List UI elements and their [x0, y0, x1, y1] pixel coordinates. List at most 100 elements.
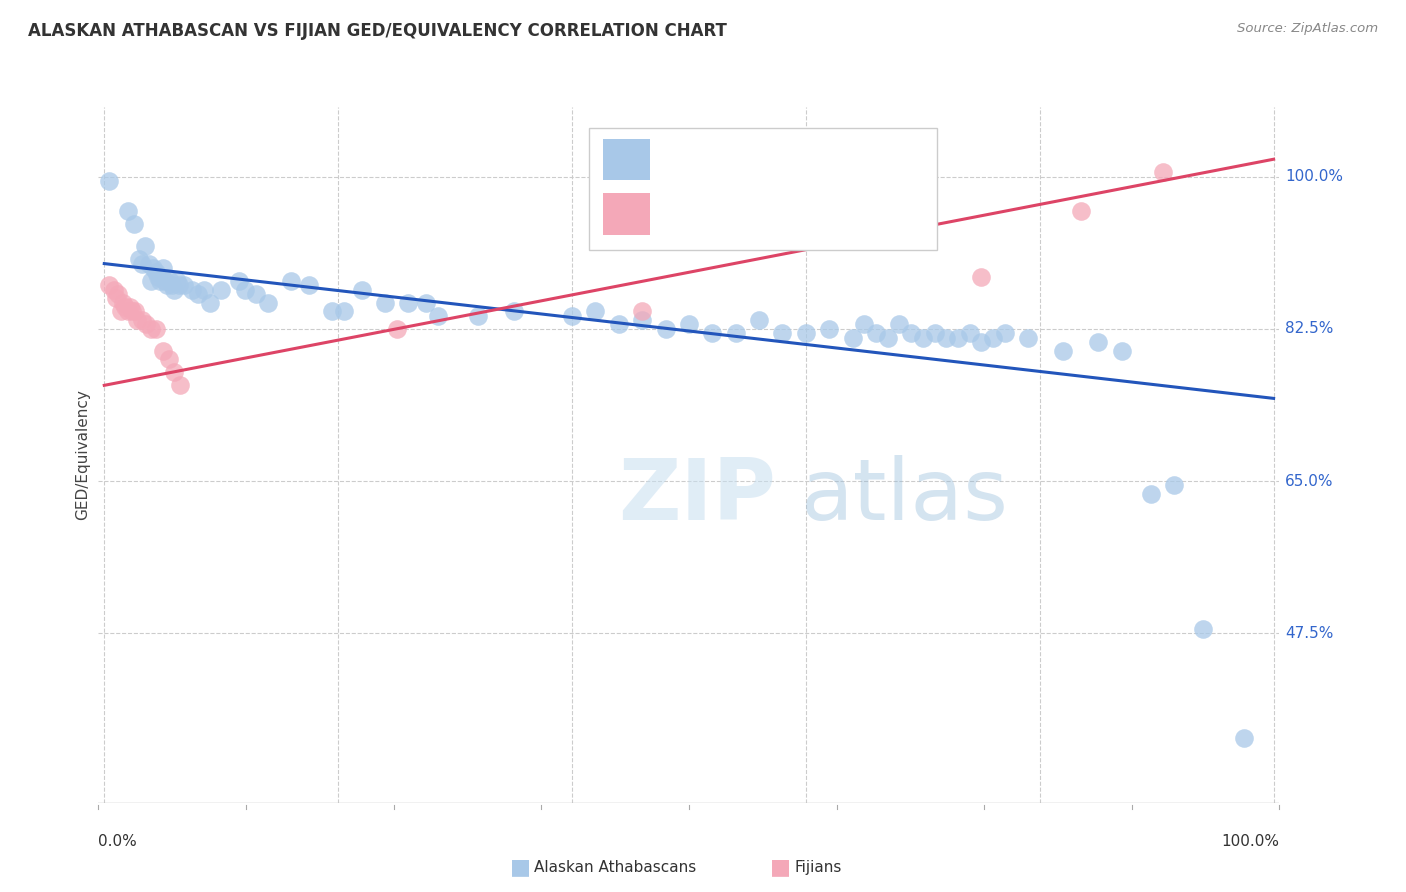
- Point: [104, 291, 127, 305]
- Point: [374, 295, 396, 310]
- Point: [772, 326, 794, 341]
- Point: [702, 326, 724, 341]
- Point: [146, 269, 169, 284]
- Text: ■: ■: [510, 857, 530, 877]
- Point: [502, 304, 524, 318]
- Point: [970, 334, 993, 349]
- Point: [426, 309, 449, 323]
- Point: [131, 313, 153, 327]
- Point: [233, 283, 256, 297]
- Text: 0.0%: 0.0%: [98, 834, 138, 849]
- Point: [117, 304, 139, 318]
- Point: [156, 278, 179, 293]
- Point: [935, 330, 957, 344]
- Point: [97, 174, 120, 188]
- Text: 100.0%: 100.0%: [1222, 834, 1279, 849]
- Point: [157, 352, 180, 367]
- Point: [333, 304, 356, 318]
- Point: [198, 295, 221, 310]
- Text: ALASKAN ATHABASCAN VS FIJIAN GED/EQUIVALENCY CORRELATION CHART: ALASKAN ATHABASCAN VS FIJIAN GED/EQUIVAL…: [28, 22, 727, 40]
- Point: [654, 322, 676, 336]
- Point: [467, 309, 489, 323]
- Point: [415, 295, 437, 310]
- Point: [1111, 343, 1133, 358]
- Point: [924, 326, 946, 341]
- Point: [142, 260, 165, 275]
- Point: [121, 304, 143, 318]
- Point: [678, 318, 700, 332]
- Point: [724, 326, 747, 341]
- Point: [900, 326, 922, 341]
- Text: 65.0%: 65.0%: [1285, 474, 1334, 489]
- Point: [107, 287, 129, 301]
- Point: [110, 304, 132, 318]
- Point: [122, 218, 145, 232]
- Point: [981, 330, 1004, 344]
- Point: [245, 287, 267, 301]
- Point: [139, 322, 162, 336]
- Point: [889, 318, 911, 332]
- Point: [167, 278, 190, 293]
- Text: R =: R =: [659, 205, 703, 223]
- Point: [228, 274, 250, 288]
- Point: [876, 330, 898, 344]
- Point: [125, 313, 148, 327]
- Point: [114, 300, 136, 314]
- Point: [187, 287, 209, 301]
- Point: [128, 252, 150, 267]
- Text: Alaskan Athabascans: Alaskan Athabascans: [534, 860, 696, 874]
- Point: [181, 283, 204, 297]
- Point: [153, 274, 176, 288]
- Text: Source: ZipAtlas.com: Source: ZipAtlas.com: [1237, 22, 1378, 36]
- Point: [145, 322, 167, 336]
- Text: 100.0%: 100.0%: [1285, 169, 1343, 184]
- FancyBboxPatch shape: [589, 128, 936, 250]
- Point: [350, 283, 373, 297]
- Text: -0.523: -0.523: [730, 151, 796, 169]
- Text: 25: 25: [890, 205, 911, 223]
- Point: [298, 278, 321, 293]
- Point: [911, 330, 934, 344]
- Point: [163, 365, 186, 379]
- Text: R =: R =: [659, 151, 703, 169]
- Point: [166, 274, 188, 288]
- Point: [818, 322, 841, 336]
- Point: [257, 295, 280, 310]
- Point: [1192, 622, 1215, 636]
- FancyBboxPatch shape: [603, 138, 650, 180]
- Point: [970, 269, 993, 284]
- Text: atlas: atlas: [801, 455, 1010, 538]
- Text: 47.5%: 47.5%: [1285, 625, 1334, 640]
- Point: [111, 295, 134, 310]
- Point: [631, 304, 654, 318]
- Point: [149, 274, 172, 288]
- Text: Fijians: Fijians: [794, 860, 842, 874]
- Text: ■: ■: [770, 857, 790, 877]
- Text: N =: N =: [817, 151, 882, 169]
- Point: [946, 330, 969, 344]
- FancyBboxPatch shape: [603, 194, 650, 235]
- Point: [173, 278, 195, 293]
- Point: [152, 343, 174, 358]
- Text: N =: N =: [817, 205, 882, 223]
- Point: [1017, 330, 1039, 344]
- Point: [159, 274, 181, 288]
- Point: [1087, 334, 1109, 349]
- Point: [124, 304, 146, 318]
- Text: 74: 74: [890, 151, 911, 169]
- Point: [396, 295, 419, 310]
- Point: [321, 304, 343, 318]
- Point: [145, 265, 167, 279]
- Point: [163, 283, 186, 297]
- Point: [152, 260, 174, 275]
- Point: [841, 330, 863, 344]
- Point: [1152, 165, 1174, 179]
- Point: [1163, 478, 1185, 492]
- Point: [583, 304, 606, 318]
- Point: [959, 326, 981, 341]
- Point: [139, 274, 162, 288]
- Point: [193, 283, 215, 297]
- Point: [994, 326, 1017, 341]
- Point: [160, 278, 183, 293]
- Point: [853, 318, 876, 332]
